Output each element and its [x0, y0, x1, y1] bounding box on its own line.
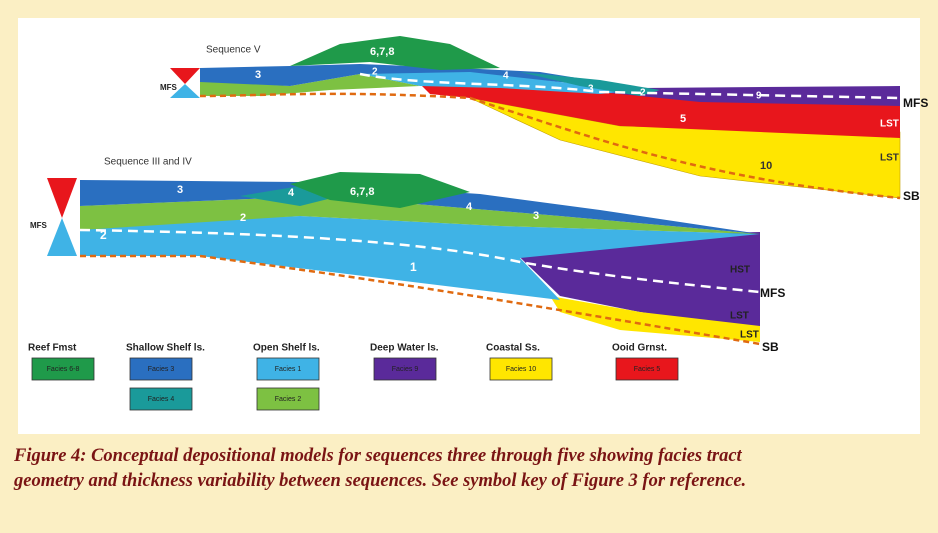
section-label: 3: [533, 210, 539, 222]
section-label: 2: [100, 228, 107, 242]
legend-label: Facies 10: [506, 366, 536, 373]
legend-title: Reef Fmst: [28, 343, 77, 354]
section-label: LST: [880, 153, 899, 164]
page: Sequence V Sequence III and IV MFS 3 6,7,8…: [0, 0, 938, 533]
caption: Figure 4: Conceptual depositional models…: [14, 444, 924, 494]
legend-title: Shallow Shelf ls.: [126, 343, 205, 354]
section-label: 9: [756, 91, 762, 102]
section-label: MFS: [160, 83, 178, 92]
section-label: 1: [410, 260, 417, 274]
legend-label: Facies 2: [275, 396, 302, 403]
legend-label: Facies 4: [148, 396, 175, 403]
section-label: SB: [762, 340, 779, 354]
legend-title: Ooid Grnst.: [612, 343, 667, 354]
section-title: Sequence V: [206, 45, 261, 56]
legend-label: Facies 1: [275, 366, 302, 373]
section-label: 4: [288, 187, 295, 199]
legend-label: Facies 9: [392, 366, 419, 373]
legend-title: Coastal Ss.: [486, 343, 540, 354]
section-label: 2: [240, 212, 246, 224]
section-label: 3: [255, 69, 261, 81]
section-label: MFS: [30, 221, 48, 230]
legend-label: Facies 6-8: [47, 366, 80, 373]
section-label: 6,7,8: [350, 186, 374, 198]
section-label: 3: [177, 184, 183, 196]
legend-title: Deep Water ls.: [370, 343, 439, 354]
caption-line: Figure 4: Conceptual depositional models…: [14, 444, 924, 469]
section-label: 6,7,8: [370, 46, 394, 58]
section-label: 5: [680, 113, 686, 125]
section-label: LST: [740, 330, 759, 341]
section-title: Sequence III and IV: [104, 157, 192, 168]
figure: Sequence V Sequence III and IV MFS 3 6,7,8…: [0, 0, 938, 440]
section-label: LST: [880, 119, 899, 130]
section-label: 4: [503, 71, 509, 82]
section-label: MFS: [760, 286, 785, 300]
section-label: 2: [372, 67, 378, 78]
section-label: MFS: [903, 96, 928, 110]
legend-title: Open Shelf ls.: [253, 343, 320, 354]
section-label: LST: [730, 311, 749, 322]
section-label: HST: [730, 265, 750, 276]
legend-label: Facies 5: [634, 366, 661, 373]
section-label: 10: [760, 160, 772, 172]
section-label: 4: [466, 201, 473, 213]
section-label: 2: [640, 88, 646, 99]
section-label: 3: [588, 84, 594, 95]
section-label: SB: [903, 189, 920, 203]
legend-label: Facies 3: [148, 366, 175, 373]
caption-line: geometry and thickness variability betwe…: [14, 469, 924, 494]
